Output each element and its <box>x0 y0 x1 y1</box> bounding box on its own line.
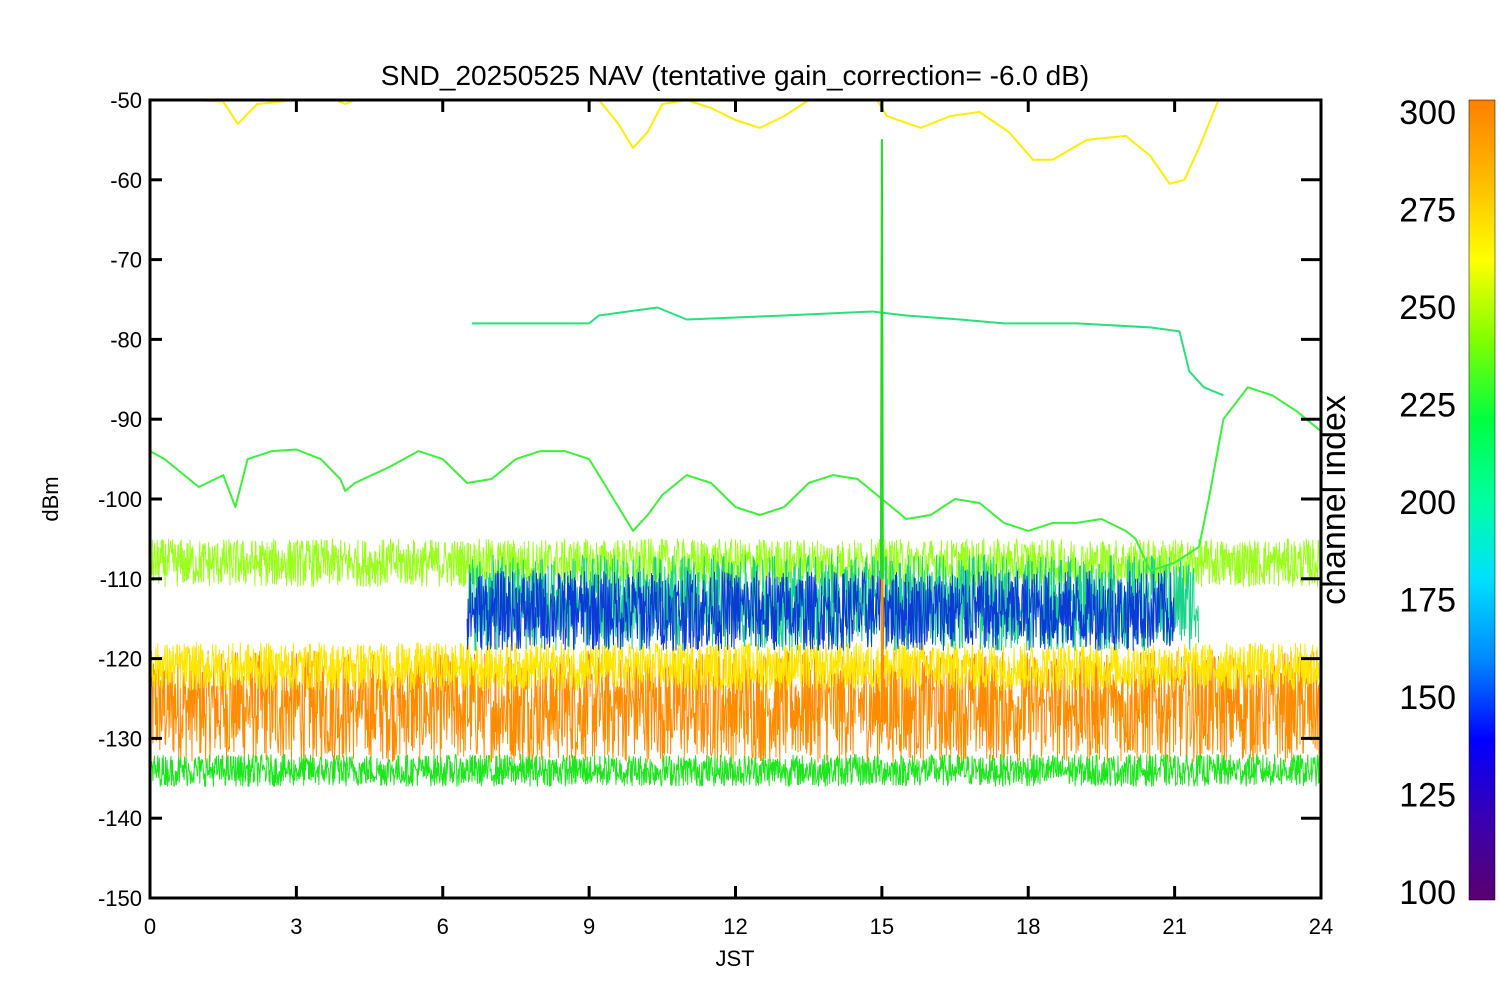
x-tick-label: 6 <box>437 914 449 939</box>
y-tick-label: -70 <box>110 248 142 273</box>
x-tick-label: 0 <box>144 914 156 939</box>
colorbar-tick-label: 300 <box>1399 94 1456 132</box>
series-ch255-1 <box>150 538 1321 588</box>
y-axis-label: dBm <box>38 476 63 521</box>
series-ch275-6 <box>193 100 1220 185</box>
colorbar-label: channel index <box>1315 395 1353 605</box>
y-tick-label: -50 <box>110 88 142 113</box>
colorbar-tick-label: 125 <box>1399 777 1456 815</box>
x-tick-label: 3 <box>290 914 302 939</box>
x-tick-label: 18 <box>1016 914 1040 939</box>
colorbar-tick-label: 250 <box>1399 289 1456 327</box>
series-ch215-8 <box>472 306 1224 397</box>
chart-title: SND_20250525 NAV (tentative gain_correct… <box>381 60 1089 91</box>
y-tick-label: -60 <box>110 168 142 193</box>
y-tick-label: -110 <box>100 567 142 592</box>
x-tick-label: 15 <box>870 914 894 939</box>
x-tick-label: 24 <box>1309 914 1333 939</box>
colorbar-tick-label: 100 <box>1399 874 1456 912</box>
y-tick-label: -140 <box>98 806 142 831</box>
y-tick-label: -90 <box>110 407 142 432</box>
x-tick-label: 12 <box>723 914 747 939</box>
y-tick-label: -150 <box>98 886 142 911</box>
colorbar-tick-label: 275 <box>1399 192 1456 230</box>
colorbar-tick-label: 150 <box>1399 679 1456 717</box>
x-tick-label: 21 <box>1162 914 1186 939</box>
colorbar-tick-label: 200 <box>1399 484 1456 522</box>
colorbar <box>1468 99 1496 901</box>
series-ch235-7 <box>150 386 1321 572</box>
series-ch240-5 <box>150 753 1321 787</box>
x-tick-label: 9 <box>583 914 595 939</box>
y-tick-label: -100 <box>98 487 142 512</box>
series-ch150-4 <box>466 570 1175 652</box>
plot-area <box>150 100 1321 787</box>
y-tick-label: -120 <box>98 647 142 672</box>
axis-ticks: 0 3 6 9 12 15 18 21 24 -50 -60 -70 -80 -90 -100 -110 -12… <box>98 88 1333 939</box>
x-axis-label: JST <box>715 946 754 971</box>
colorbar-tick-label: 225 <box>1399 387 1456 425</box>
colorbar-tick-labels: 300 275 250 225 200 175 150 125 100 <box>1399 94 1456 912</box>
colorbar-tick-label: 175 <box>1399 582 1456 620</box>
y-tick-label: -80 <box>110 327 142 352</box>
series-ch245-10 <box>879 138 884 579</box>
series-ch270-2 <box>150 642 1321 691</box>
y-tick-label: -130 <box>98 726 142 751</box>
